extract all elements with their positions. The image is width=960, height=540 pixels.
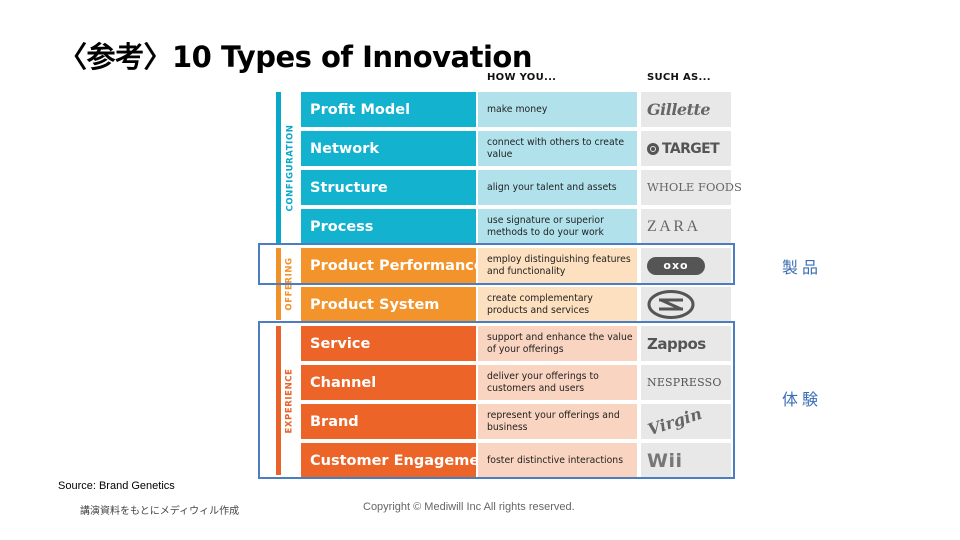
- type-how: employ distinguishing features and funct…: [478, 248, 637, 283]
- nespresso-logo: NESPRESSO: [647, 376, 722, 389]
- example-cell: oxo: [641, 248, 731, 283]
- example-cell: TARGET: [641, 131, 731, 166]
- type-name: Structure: [301, 170, 476, 205]
- product-label: 製品: [782, 258, 823, 277]
- type-name: Brand: [301, 404, 476, 439]
- type-name: Customer Engagement: [301, 443, 496, 478]
- zappos-logo: Zappos: [647, 334, 706, 353]
- type-how: make money: [478, 92, 637, 127]
- example-cell: Zappos: [641, 326, 731, 361]
- example-cell: Gillette: [641, 92, 731, 127]
- type-how: support and enhance the value of your of…: [478, 326, 637, 361]
- type-name: Service: [301, 326, 476, 361]
- gillette-logo: Gillette: [647, 100, 711, 119]
- type-name: Product Performance: [301, 248, 484, 283]
- type-name: Process: [301, 209, 476, 244]
- type-how: create complementary products and servic…: [478, 287, 637, 322]
- type-name: Profit Model: [301, 92, 476, 127]
- example-cell: Wii: [641, 443, 731, 478]
- product-highlight-box: [258, 243, 735, 285]
- type-how: align your talent and assets: [478, 170, 637, 205]
- how-you-header: HOW YOU...: [487, 72, 557, 83]
- target-bullseye-icon: [647, 142, 659, 155]
- example-cell: [641, 287, 731, 322]
- target-logo-text: TARGET: [662, 140, 720, 157]
- source-note: Source: Brand Genetics: [58, 480, 175, 492]
- configuration-label: CONFIGURATION: [285, 124, 295, 211]
- oxo-logo: oxo: [647, 256, 705, 275]
- type-how: foster distinctive interactions: [478, 443, 637, 478]
- experience-bar: [276, 326, 281, 475]
- type-how: represent your offerings and business: [478, 404, 637, 439]
- zara-logo: ZARA: [647, 217, 701, 235]
- copyright: Copyright © Mediwill Inc All rights rese…: [363, 501, 575, 513]
- example-cell: WHOLE FOODS: [641, 170, 742, 205]
- such-as-header: SUCH AS...: [647, 72, 711, 83]
- type-name: Product System: [301, 287, 476, 322]
- configuration-bar: [276, 92, 281, 243]
- example-cell: Virgin: [641, 404, 731, 439]
- experience-highlight-label: 体験: [782, 390, 823, 409]
- example-cell: NESPRESSO: [641, 365, 731, 400]
- experience-highlight-box: [258, 321, 735, 479]
- example-cell: ZARA: [641, 209, 731, 244]
- scion-logo: [647, 290, 695, 319]
- type-name: Channel: [301, 365, 476, 400]
- page-title: 〈参考〉10 Types of Innovation: [58, 40, 532, 74]
- creation-note: 講演資料をもとにメディウィル作成: [80, 506, 240, 517]
- type-how: use signature or superior methods to do …: [478, 209, 637, 244]
- type-how: connect with others to create value: [478, 131, 637, 166]
- wii-logo: Wii: [647, 449, 683, 472]
- whole-foods-logo: WHOLE FOODS: [647, 180, 742, 194]
- configuration-label-box: CONFIGURATION: [283, 92, 297, 243]
- target-logo: TARGET: [647, 140, 720, 157]
- type-how: deliver your offerings to customers and …: [478, 365, 637, 400]
- type-name: Network: [301, 131, 476, 166]
